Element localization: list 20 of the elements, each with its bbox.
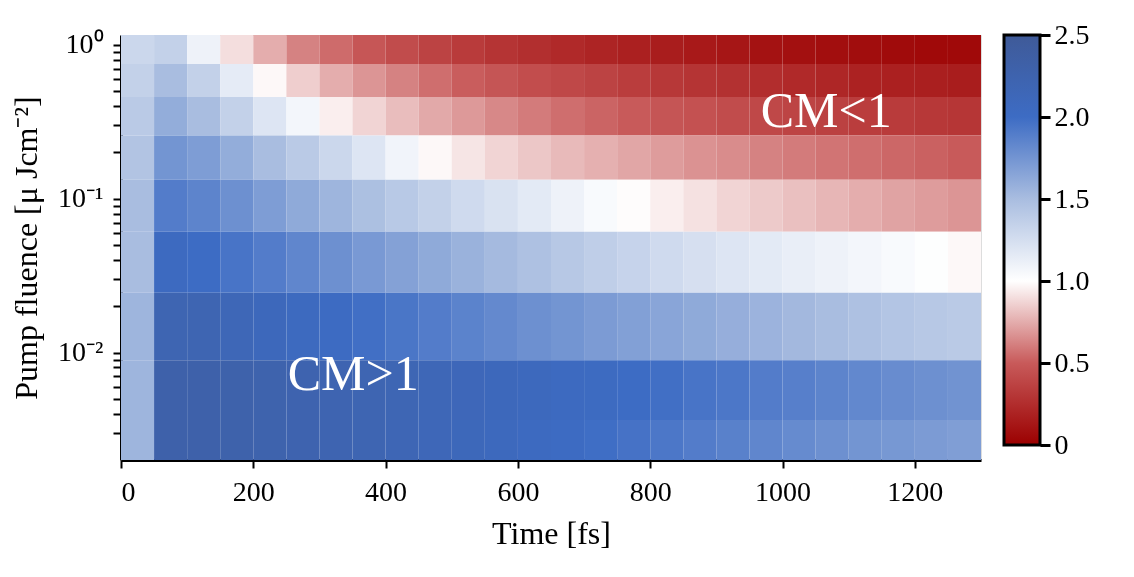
color-bar-label: 2.0 [1054,100,1090,132]
x-axis-title: Time [fs] [492,514,611,551]
x-tick-label: 600 [497,475,540,507]
x-tick-label: 1200 [887,475,944,507]
color-bar-label: 2.5 [1054,18,1090,50]
color-bar-label: 1.5 [1054,182,1090,214]
y-axis-title: Pump fluence [μ Jcm⁻²] [8,96,45,400]
y-tick-label: 10⁻² [58,336,104,367]
color-bar-label: 1.0 [1054,264,1090,296]
annotation: CM<1 [760,81,892,138]
x-tick-label: 1000 [755,475,812,507]
color-bar-label: 0.5 [1054,346,1090,378]
x-tick-label: 400 [365,475,408,507]
x-tick-label: 800 [629,475,672,507]
y-tick-label: 10⁻¹ [58,182,104,214]
color-bar-label: 0 [1054,428,1069,460]
x-tick-label: 0 [121,475,136,507]
x-tick-label: 200 [232,475,275,507]
y-tick-label: 10⁰ [65,28,104,60]
annotation: CM>1 [287,345,419,401]
